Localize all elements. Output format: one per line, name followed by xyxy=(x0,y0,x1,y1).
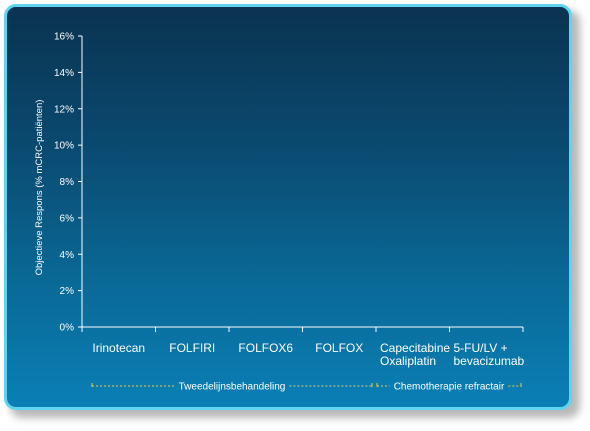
x-category-label: Capecitabine Oxaliplatin xyxy=(380,341,450,368)
x-category-label: FOLFOX xyxy=(315,341,363,355)
x-category-label: 5-FU/LV + bevacizumab xyxy=(454,341,525,368)
group-bracket-refractory-label: Chemotherapie refractair xyxy=(394,382,505,393)
group-brackets: Tweedelijnsbehandeling Chemotherapie refr… xyxy=(91,382,522,393)
y-tick-label: 14% xyxy=(54,68,74,79)
y-tick-label: 16% xyxy=(54,32,74,43)
category-labels: Irinotecan FOLFIRI FOLFOX6 FOLFOX Capecitabi… xyxy=(92,341,524,368)
chart-axes xyxy=(81,36,523,328)
y-tick-label: 4% xyxy=(60,250,75,261)
chart-panel xyxy=(4,4,572,410)
y-tick-label: 12% xyxy=(54,104,74,115)
y-tick-label: 0% xyxy=(60,323,75,334)
y-tick-label: 8% xyxy=(60,177,75,188)
y-tick-label: 6% xyxy=(60,213,75,224)
y-ticks: 0% 2% 4% 6% 8% 10% 12% 14% 16% xyxy=(54,32,82,334)
x-category-label: FOLFIRI xyxy=(169,341,215,355)
x-ticks xyxy=(81,327,524,332)
group-bracket-second-line-label: Tweedelijnsbehandeling xyxy=(179,382,286,393)
group-bracket-second-line: Tweedelijnsbehandeling xyxy=(91,382,373,393)
y-tick-label: 10% xyxy=(54,141,74,152)
x-category-label: Irinotecan xyxy=(92,341,145,355)
y-axis-label: Objectieve Respons (% mCRC-patiënten) xyxy=(34,100,45,276)
group-bracket-refractory: Chemotherapie refractair xyxy=(376,382,522,393)
y-tick-label: 2% xyxy=(60,286,75,297)
x-category-label: FOLFOX6 xyxy=(238,341,293,355)
